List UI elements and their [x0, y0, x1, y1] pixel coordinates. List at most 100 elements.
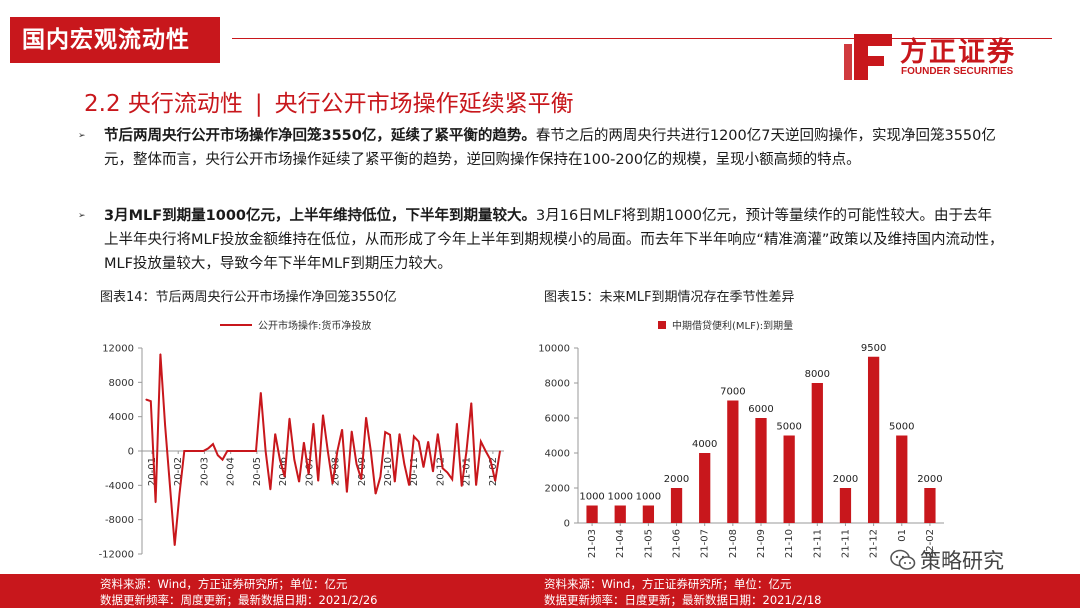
line-data-point — [465, 450, 468, 452]
line-data-point — [398, 433, 401, 435]
bar-y-tick-label: 0 — [564, 519, 570, 530]
line-data-point — [279, 458, 281, 461]
bullet-arrow-icon: ➢ — [78, 211, 86, 221]
line-data-point — [437, 433, 439, 435]
mlf-bar-value-label: 5000 — [889, 422, 914, 433]
bar-x-tick-label: 21-03 — [587, 529, 598, 558]
line-data-point — [451, 478, 453, 480]
line-data-point — [461, 485, 463, 487]
line-data-point — [446, 471, 448, 474]
mlf-bar — [811, 383, 823, 523]
bar-x-tick-label: 21-05 — [643, 529, 654, 558]
mlf-bar — [614, 505, 626, 523]
mlf-bar — [896, 435, 908, 523]
wechat-watermark: 策略研究 — [890, 545, 1004, 575]
top-band: 国内宏观流动性 方正证券 FOUNDER SECURITIES — [0, 0, 1080, 80]
bullet-2-bold: 3月MLF到期量1000亿元，上半年维持低位，下半年到期量较大。 — [104, 208, 537, 224]
line-data-point — [183, 450, 185, 452]
company-logo: 方正证券 FOUNDER SECURITIES — [840, 30, 1040, 84]
line-data-point — [331, 483, 334, 485]
mlf-bar-value-label: 8000 — [805, 369, 830, 380]
line-data-point — [351, 430, 353, 432]
line-data-point — [485, 450, 487, 452]
bullet-arrow-icon: ➢ — [78, 131, 86, 141]
mlf-bar — [642, 505, 655, 523]
bar-y-tick-label: 10000 — [538, 344, 570, 355]
line-data-point — [298, 481, 300, 483]
line-data-point — [236, 450, 238, 452]
line-data-point — [489, 458, 492, 461]
line-data-point — [408, 484, 410, 486]
bar-x-tick-label: 21-08 — [728, 529, 739, 558]
bullet-2: ➢ 3月MLF到期量1000亿元，上半年维持低位，下半年到期量较大。3月16日M… — [78, 204, 1008, 276]
bar-x-tick-label: 22-02 — [925, 529, 936, 558]
bullet-2-body: 3月16日MLF将到期1000亿元，预计等量续作的可能性较大。由于去年上半年央行… — [104, 208, 1004, 272]
line-data-point — [336, 450, 338, 452]
line-data-point — [365, 416, 367, 419]
line-data-point — [269, 489, 271, 491]
line-data-point — [360, 478, 362, 480]
line-data-point — [422, 466, 425, 468]
bar-legend-label: 中期借贷便利(MLF):到期量 — [672, 319, 793, 332]
mlf-bar — [586, 505, 598, 523]
line-data-point — [260, 392, 262, 394]
bar-y-tick-label: 8000 — [545, 379, 570, 390]
category-label: 国内宏观流动性 — [10, 17, 220, 63]
left-update-note: 数据更新频率：周度更新；最新数据日期：2021/2/26 — [100, 593, 378, 607]
line-data-point — [480, 440, 482, 443]
line-data-point — [174, 544, 176, 547]
line-data-point — [379, 476, 382, 478]
right-source-note: 资料来源：Wind，方正证券研究所；单位：亿元 — [544, 577, 792, 591]
line-data-point — [327, 450, 329, 452]
net-injection-line-chart: 公开市场操作:货币净投放 12000 8000 4000 0 -4000 -8000 -12… — [99, 319, 504, 561]
section-number: 2.2 央行流动性 — [84, 91, 243, 117]
right-update-note: 数据更新频率：日度更新；最新数据日期：2021/2/18 — [544, 593, 822, 607]
legend-bar-swatch — [658, 321, 666, 329]
logo-english: FOUNDER SECURITIES — [901, 66, 1014, 77]
line-data-point — [250, 450, 252, 452]
line-data-point — [178, 493, 181, 495]
line-x-tick-label: 20-05 — [252, 457, 263, 486]
bar-x-tick-label: 21-10 — [784, 529, 795, 558]
line-data-point — [470, 402, 472, 404]
line-data-point — [432, 471, 434, 473]
wechat-icon — [890, 549, 916, 570]
mlf-bar — [867, 356, 880, 523]
mlf-bar-value-label: 7000 — [720, 387, 745, 398]
mlf-bar — [839, 488, 852, 523]
mlf-bar-value-label: 1000 — [579, 492, 604, 503]
bullet-1-text: 节后两周央行公开市场操作净回笼3550亿，延续了紧平衡的趋势。春节之后的两周央行… — [104, 124, 1004, 172]
bullet-1-body: 春节之后的两周央行共进行1200亿7天逆回购操作，实现净回笼3550亿元，整体而… — [104, 128, 996, 168]
mlf-bar-value-label: 6000 — [748, 404, 773, 415]
mlf-bar-value-label: 2000 — [917, 474, 942, 485]
bar-x-tick-label: 21-09 — [756, 529, 767, 558]
line-data-point — [231, 450, 233, 452]
founder-logo-icon — [844, 34, 892, 80]
line-y-tick-label: -12000 — [99, 550, 134, 561]
line-data-point — [427, 440, 429, 443]
line-y-tick-label: 0 — [128, 447, 134, 458]
bar-x-tick-label: 01 — [897, 529, 908, 542]
mlf-maturity-bar-chart: 中期借贷便利(MLF):到期量 10000 8000 6000 4000 2000 0 1… — [538, 319, 944, 558]
line-x-tick-label: 20-02 — [173, 457, 184, 486]
bar-x-tick-label: 21-06 — [672, 529, 683, 558]
line-data-point — [389, 434, 391, 436]
mlf-bar — [670, 488, 683, 523]
left-figure-caption: 图表14：节后两周央行公开市场操作净回笼3550亿 — [100, 290, 397, 305]
line-data-point — [202, 450, 205, 452]
logo-chinese: 方正证券 — [900, 37, 1016, 68]
line-data-point — [212, 443, 214, 445]
mlf-bar-value-label: 4000 — [692, 439, 717, 450]
line-data-point — [494, 480, 496, 482]
bar-x-tick-label: 21-11 — [812, 529, 823, 558]
bullet-1-bold: 节后两周央行公开市场操作净回笼3550亿，延续了紧平衡的趋势。 — [104, 128, 536, 144]
line-data-point — [317, 480, 319, 482]
line-data-point — [241, 450, 243, 452]
line-x-tick-label: 20-10 — [383, 457, 394, 486]
line-data-point — [303, 441, 305, 444]
line-data-point — [355, 463, 358, 465]
mlf-bar-value-label: 5000 — [776, 422, 801, 433]
line-data-point — [293, 458, 295, 461]
mlf-bar-value-label: 1000 — [608, 492, 633, 503]
line-x-tick-label: 20-12 — [435, 457, 446, 486]
